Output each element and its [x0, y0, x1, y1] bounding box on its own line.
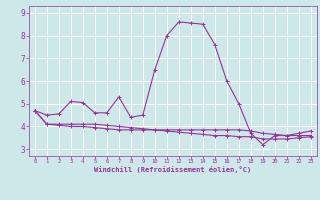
X-axis label: Windchill (Refroidissement éolien,°C): Windchill (Refroidissement éolien,°C): [94, 166, 252, 173]
